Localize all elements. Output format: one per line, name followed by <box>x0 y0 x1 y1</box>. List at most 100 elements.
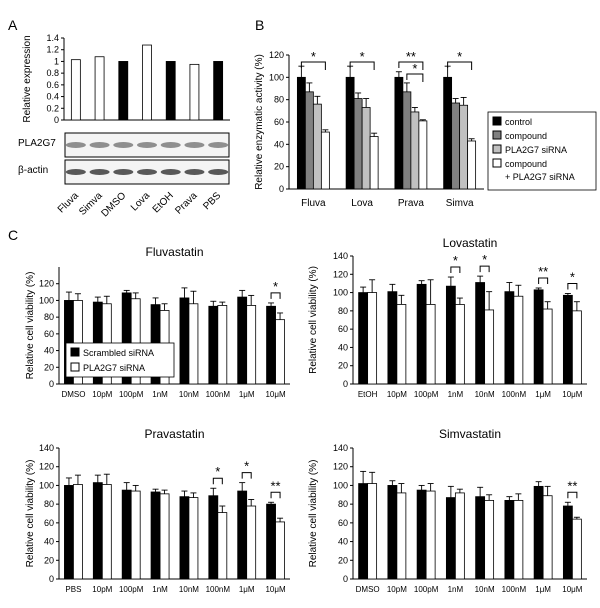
bar-lova <box>142 44 152 121</box>
bar-simva <box>94 56 105 121</box>
bar-100pm-pla2g7-sirna <box>130 490 141 580</box>
bar-10nm-pla2g7-sirna <box>188 303 199 385</box>
x-tick-label: 10μM <box>562 585 583 594</box>
y-tick-label: 0 <box>49 379 54 389</box>
legend-b-label-control: control <box>505 117 532 127</box>
blot-band-pla2g7 <box>137 142 157 148</box>
chart-title: Pravastatin <box>144 427 204 441</box>
y-tick-label: 20 <box>338 361 348 371</box>
bar-10nm-pla2g7-sirna <box>188 497 199 580</box>
blot-label-pla2g7: PLA2G7 <box>18 138 56 149</box>
blot-band-pla2g7 <box>89 142 110 148</box>
bar-10-m-scrambled <box>562 294 573 385</box>
blot-label-actin: β-actin <box>18 165 48 176</box>
bar-lova-compound <box>353 98 363 190</box>
y-tick-label: 80 <box>44 499 54 509</box>
bar-100pm-pla2g7-sirna <box>425 490 436 580</box>
chart-title: Lovastatin <box>443 236 498 250</box>
x-tick-label: 1nM <box>448 390 464 399</box>
significance-bracket <box>212 477 223 485</box>
x-tick-label: 100pM <box>414 585 439 594</box>
y-tick-label: 20 <box>338 555 348 565</box>
y-tick-label: 60 <box>338 324 348 334</box>
bar-10nm-scrambled <box>475 496 486 580</box>
significance-marker: ** <box>271 478 281 493</box>
legend-panel-c: Scrambled siRNA PLA2G7 siRNA <box>65 342 175 378</box>
western-blot: PLA2G7 β-actin <box>18 132 230 185</box>
blot-band-pla2g7 <box>113 142 134 148</box>
x-tick-label: 10nM <box>475 390 495 399</box>
significance-marker: * <box>412 61 417 76</box>
y-tick-label: 100 <box>39 295 54 305</box>
significance-bracket <box>406 73 424 82</box>
significance-bracket <box>300 61 326 70</box>
blot-band-pla2g7 <box>184 142 205 148</box>
significance-marker: * <box>453 253 458 268</box>
y-tick-label: 100 <box>333 288 348 298</box>
x-tick-label: Prava <box>398 198 425 209</box>
bar-100pm-scrambled <box>121 489 132 580</box>
y-tick-label: 0.2 <box>46 103 59 113</box>
significance-bracket <box>567 491 578 499</box>
blot-band-actin <box>184 169 205 175</box>
y-tick-label: 60 <box>338 518 348 528</box>
bar-100nm-scrambled <box>504 291 515 385</box>
y-tick-label: 120 <box>333 269 348 279</box>
bar-10pm-scrambled <box>387 485 398 580</box>
bar-simva-control <box>443 76 453 190</box>
y-tick-label: 120 <box>39 279 54 289</box>
significance-marker: * <box>570 269 575 284</box>
bar-10-m-pla2g7-sirna <box>571 518 582 580</box>
significance-bracket <box>538 277 549 284</box>
y-tick-label: 40 <box>44 537 54 547</box>
significance-bracket <box>479 265 490 273</box>
significance-bracket <box>241 472 252 479</box>
significance-marker: ** <box>406 49 416 64</box>
bar-10-m-scrambled <box>266 305 276 385</box>
significance-marker: ** <box>567 478 577 493</box>
y-axis-label: Relative cell viability (%) <box>25 272 36 380</box>
bar-10nm-scrambled <box>475 282 486 385</box>
legend-c-label-pla2g7: PLA2G7 siRNA <box>83 363 145 373</box>
x-tick-label: Lova <box>351 198 373 209</box>
bar-10-m-pla2g7-sirna <box>275 521 285 580</box>
bar-100pm-scrambled <box>416 489 427 580</box>
y-tick-label: 80 <box>274 95 284 105</box>
y-tick-label: 80 <box>338 499 348 509</box>
x-tick-label: DMSO <box>61 390 85 399</box>
significance-bracket <box>567 282 578 290</box>
legend-c-swatch-pla2g7 <box>70 362 80 372</box>
x-tick-label: 10nM <box>179 585 199 594</box>
bar-prava-compound-pla2g7-sirna <box>418 120 428 190</box>
x-tick-label: 100pM <box>414 390 439 399</box>
y-tick-label: 0.6 <box>46 80 59 90</box>
x-tick-label: 10μM <box>265 585 286 594</box>
x-tick-label: 1nM <box>152 390 168 399</box>
bar-1nm-scrambled <box>150 491 161 580</box>
y-tick-label: 120 <box>39 462 54 472</box>
y-tick-label: 0 <box>49 574 54 584</box>
bar-dmso-scrambled <box>358 483 369 580</box>
significance-marker: * <box>244 459 249 474</box>
bar-1nm-pla2g7-sirna <box>159 493 170 580</box>
significance-marker: * <box>482 252 487 267</box>
bar-1-m-scrambled <box>533 485 544 580</box>
significance-marker: * <box>311 49 316 64</box>
bar-pbs-pla2g7-sirna <box>73 484 83 580</box>
bar-10nm-pla2g7-sirna <box>484 309 495 385</box>
legend-b-swatch-control <box>492 116 502 126</box>
bar-simva-compound <box>451 102 461 190</box>
y-tick-label: 60 <box>44 518 54 528</box>
x-tick-label: 1nM <box>152 585 168 594</box>
bar-100nm-pla2g7-sirna <box>217 305 228 385</box>
bar-10-m-pla2g7-sirna <box>275 319 285 385</box>
bar-10pm-pla2g7-sirna <box>396 304 407 385</box>
y-axis-label: Relative cell viability (%) <box>308 266 319 374</box>
bar-100nm-scrambled <box>208 305 219 385</box>
bar-fluva-pla2g7-sirna <box>312 103 322 190</box>
bar-100nm-scrambled <box>504 499 515 580</box>
x-tick-label: 100nM <box>502 390 527 399</box>
y-tick-label: 0 <box>343 574 348 584</box>
